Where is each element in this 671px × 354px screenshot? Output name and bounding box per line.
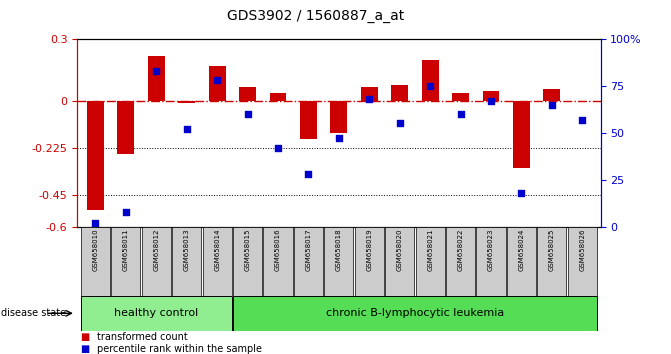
Text: percentile rank within the sample: percentile rank within the sample bbox=[97, 344, 262, 354]
Bar bbox=[148, 56, 164, 102]
Text: GSM658023: GSM658023 bbox=[488, 229, 494, 271]
Bar bbox=[568, 227, 597, 296]
Text: ■: ■ bbox=[81, 332, 90, 342]
Point bbox=[364, 96, 374, 102]
Text: GSM658010: GSM658010 bbox=[93, 229, 99, 271]
Bar bbox=[331, 102, 347, 133]
Bar bbox=[239, 87, 256, 102]
Text: GSM658020: GSM658020 bbox=[397, 229, 403, 271]
Text: transformed count: transformed count bbox=[97, 332, 188, 342]
Point bbox=[303, 171, 314, 177]
Text: chronic B-lymphocytic leukemia: chronic B-lymphocytic leukemia bbox=[326, 308, 504, 318]
Point bbox=[242, 111, 253, 117]
Point bbox=[151, 68, 162, 74]
Text: GSM658011: GSM658011 bbox=[123, 229, 129, 271]
Point bbox=[272, 145, 283, 150]
Bar bbox=[391, 85, 408, 102]
Bar bbox=[300, 102, 317, 139]
Point bbox=[516, 190, 527, 196]
Text: GSM658014: GSM658014 bbox=[214, 229, 220, 271]
Point bbox=[121, 209, 132, 215]
Bar bbox=[415, 227, 445, 296]
Text: GSM658017: GSM658017 bbox=[305, 229, 311, 271]
Bar bbox=[172, 227, 201, 296]
Bar bbox=[117, 102, 134, 154]
Bar bbox=[203, 227, 231, 296]
Bar bbox=[87, 102, 104, 210]
Bar bbox=[324, 227, 354, 296]
Text: GSM658015: GSM658015 bbox=[244, 229, 250, 271]
Text: ■: ■ bbox=[81, 344, 90, 354]
Bar bbox=[294, 227, 323, 296]
Point bbox=[455, 111, 466, 117]
Bar bbox=[270, 93, 287, 102]
Text: GSM658019: GSM658019 bbox=[366, 229, 372, 271]
Point bbox=[181, 126, 192, 132]
Text: GSM658025: GSM658025 bbox=[549, 229, 555, 271]
Text: GSM658026: GSM658026 bbox=[579, 229, 585, 271]
Bar bbox=[385, 227, 414, 296]
Bar bbox=[233, 227, 262, 296]
Point bbox=[546, 102, 557, 108]
Point bbox=[90, 220, 101, 225]
Bar bbox=[513, 102, 530, 168]
Point bbox=[486, 98, 497, 104]
Text: GSM658021: GSM658021 bbox=[427, 229, 433, 271]
Point bbox=[395, 120, 405, 126]
Text: GSM658018: GSM658018 bbox=[336, 229, 342, 271]
Point bbox=[577, 117, 588, 122]
Bar bbox=[81, 227, 110, 296]
Bar bbox=[355, 227, 384, 296]
Bar bbox=[537, 227, 566, 296]
Bar bbox=[233, 296, 597, 331]
Bar bbox=[452, 93, 469, 102]
Bar bbox=[544, 89, 560, 102]
Bar bbox=[264, 227, 293, 296]
Text: disease state: disease state bbox=[1, 308, 66, 318]
Text: GSM658013: GSM658013 bbox=[184, 229, 190, 271]
Bar bbox=[507, 227, 536, 296]
Bar bbox=[81, 296, 231, 331]
Bar bbox=[476, 227, 506, 296]
Bar bbox=[446, 227, 475, 296]
Bar bbox=[178, 102, 195, 103]
Text: GDS3902 / 1560887_a_at: GDS3902 / 1560887_a_at bbox=[227, 9, 404, 23]
Text: healthy control: healthy control bbox=[114, 308, 199, 318]
Point bbox=[333, 136, 344, 141]
Bar bbox=[361, 87, 378, 102]
Bar bbox=[482, 91, 499, 102]
Point bbox=[425, 83, 435, 89]
Point bbox=[212, 78, 223, 83]
Bar bbox=[142, 227, 171, 296]
Bar bbox=[209, 66, 225, 102]
Text: GSM658024: GSM658024 bbox=[519, 229, 525, 271]
Text: GSM658022: GSM658022 bbox=[458, 229, 464, 271]
Bar bbox=[422, 60, 439, 102]
Text: GSM658012: GSM658012 bbox=[153, 229, 159, 271]
Bar bbox=[111, 227, 140, 296]
Text: GSM658016: GSM658016 bbox=[275, 229, 281, 271]
